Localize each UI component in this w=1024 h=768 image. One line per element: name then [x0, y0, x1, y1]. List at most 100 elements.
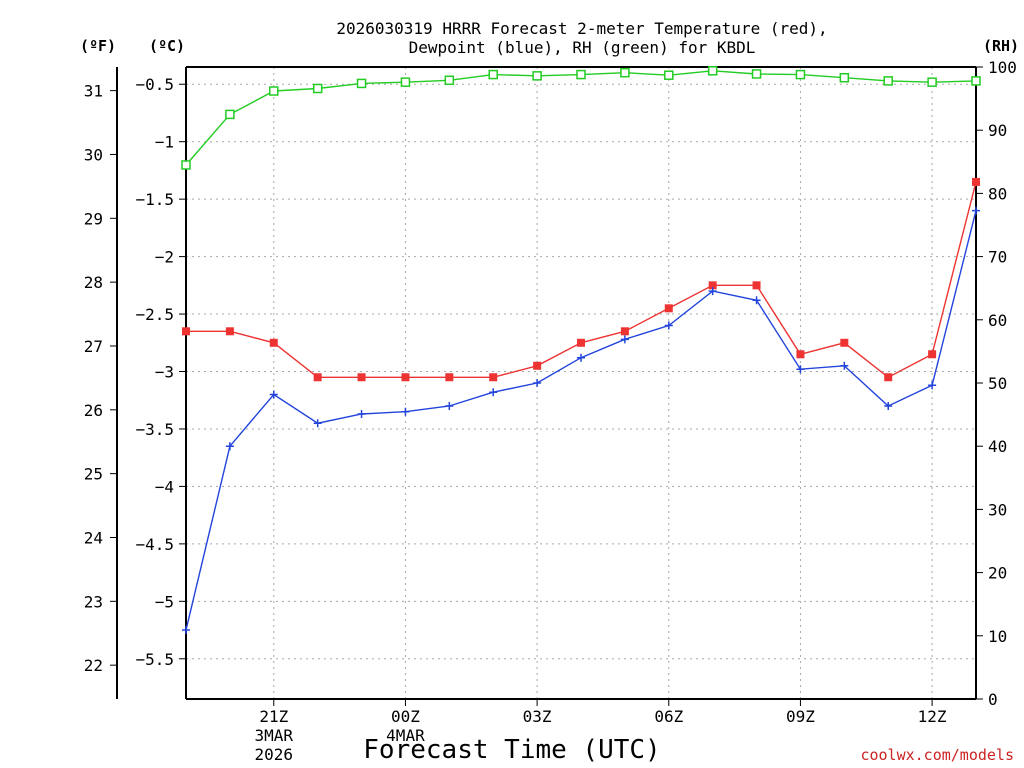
rh-point [488, 69, 498, 80]
celsius-tick-label: −5.5 [135, 650, 174, 669]
rh-tick-label: 80 [988, 184, 1007, 203]
fahrenheit-tick-label: 30 [84, 145, 103, 164]
temperature-point [884, 373, 893, 382]
series-line [185, 70, 977, 166]
rh-point [883, 76, 893, 86]
rh-tick-label: 10 [988, 627, 1007, 646]
celsius-tick-label: −3 [155, 363, 174, 382]
temperature-point [182, 327, 190, 336]
temperature-point [401, 373, 410, 382]
series-line [185, 210, 977, 631]
dewpoint-point [401, 407, 410, 416]
dewpoint-point [489, 388, 498, 397]
celsius-tick-label: −1.5 [135, 190, 174, 209]
fahrenheit-tick-label: 25 [84, 465, 103, 484]
celsius-tick-label: −5 [155, 592, 174, 611]
series-relative-humidity [181, 66, 981, 170]
celsius-unit-label: (ºC) [149, 37, 185, 55]
rh-point [620, 67, 630, 78]
dewpoint-point [182, 626, 190, 635]
dewpoint-point [928, 381, 937, 390]
temperature-point [708, 281, 717, 290]
fahrenheit-tick-label: 23 [84, 592, 103, 611]
chart-title-line-1: 2026030319 HRRR Forecast 2-meter Tempera… [336, 19, 827, 38]
rh-point [576, 69, 586, 80]
celsius-tick-label: −2.5 [135, 305, 174, 324]
rh-point [664, 70, 674, 80]
x-tick-label: 4MAR [386, 726, 425, 745]
x-axis-title: Forecast Time (UTC) [363, 735, 660, 765]
data-series [181, 66, 981, 635]
x-tick-label: 03Z [523, 707, 552, 726]
rh-point [400, 77, 411, 87]
series-dewpoint [182, 206, 980, 635]
fahrenheit-tick-label: 28 [84, 273, 103, 292]
rh-point [225, 109, 235, 120]
rh-point [312, 83, 323, 94]
rh-tick-label: 90 [988, 121, 1007, 140]
fahrenheit-tick-label: 31 [84, 82, 103, 101]
temperature-point [489, 373, 498, 382]
celsius-tick-label: −2 [155, 248, 174, 267]
dewpoint-point [620, 335, 629, 344]
dewpoint-point [796, 365, 805, 374]
rh-point [444, 75, 455, 86]
temperature-point [972, 177, 980, 186]
dewpoint-point [225, 442, 234, 451]
temperature-point [928, 350, 937, 359]
rh-point [532, 71, 542, 81]
rh-point [927, 77, 937, 87]
x-tick-label: 12Z [918, 707, 947, 726]
rh-tick-label: 40 [988, 437, 1007, 456]
temperature-point [225, 327, 234, 336]
celsius-tick-label: −4.5 [135, 535, 174, 554]
series-line [186, 181, 977, 379]
x-tick-label: 21Z [259, 707, 288, 726]
x-tick-label: 3MAR [255, 726, 294, 745]
fahrenheit-tick-label: 29 [84, 209, 103, 228]
fahrenheit-tick-label: 27 [84, 337, 103, 356]
temperature-point [577, 338, 585, 347]
temperature-point [445, 373, 454, 382]
dewpoint-point [708, 287, 717, 296]
dewpoint-point [445, 401, 454, 410]
rh-tick-label: 0 [988, 690, 998, 709]
chart-title-line-2: Dewpoint (blue), RH (green) for KBDL [409, 38, 756, 57]
x-tick-label: 00Z [391, 707, 420, 726]
x-tick-label: 06Z [654, 707, 683, 726]
rh-tick-label: 60 [988, 311, 1007, 330]
celsius-tick-label: −4 [155, 477, 174, 496]
dewpoint-point [577, 353, 585, 362]
rh-tick-label: 20 [988, 564, 1007, 583]
fahrenheit-tick-label: 24 [84, 528, 103, 547]
temperature-point [752, 281, 761, 290]
rh-unit-label: (RH) [983, 37, 1019, 55]
dewpoint-point [840, 361, 849, 370]
x-tick-label: 2026 [255, 745, 294, 764]
dewpoint-point [884, 401, 893, 410]
temperature-point [840, 338, 849, 347]
dewpoint-point [664, 321, 673, 330]
rh-tick-label: 30 [988, 500, 1007, 519]
dewpoint-point [313, 419, 322, 428]
rh-point [707, 66, 718, 76]
celsius-tick-label: −0.5 [135, 75, 174, 94]
celsius-tick-label: −1 [155, 133, 174, 152]
dewpoint-point [752, 296, 761, 305]
temperature-point [796, 350, 805, 359]
rh-point [269, 86, 279, 96]
series-2-meter-temperature [182, 177, 980, 382]
axes [116, 66, 977, 700]
temperature-point [269, 338, 278, 347]
chart-title: 2026030319 HRRR Forecast 2-meter Tempera… [336, 19, 827, 57]
rh-point [751, 69, 762, 79]
rh-tick-label: 70 [988, 248, 1007, 267]
temperature-point [533, 361, 542, 370]
rh-point [839, 72, 850, 83]
dewpoint-point [972, 206, 980, 215]
rh-point [971, 76, 981, 86]
temperature-point [313, 373, 322, 382]
rh-tick-label: 100 [988, 58, 1017, 77]
dewpoint-point [357, 410, 366, 419]
